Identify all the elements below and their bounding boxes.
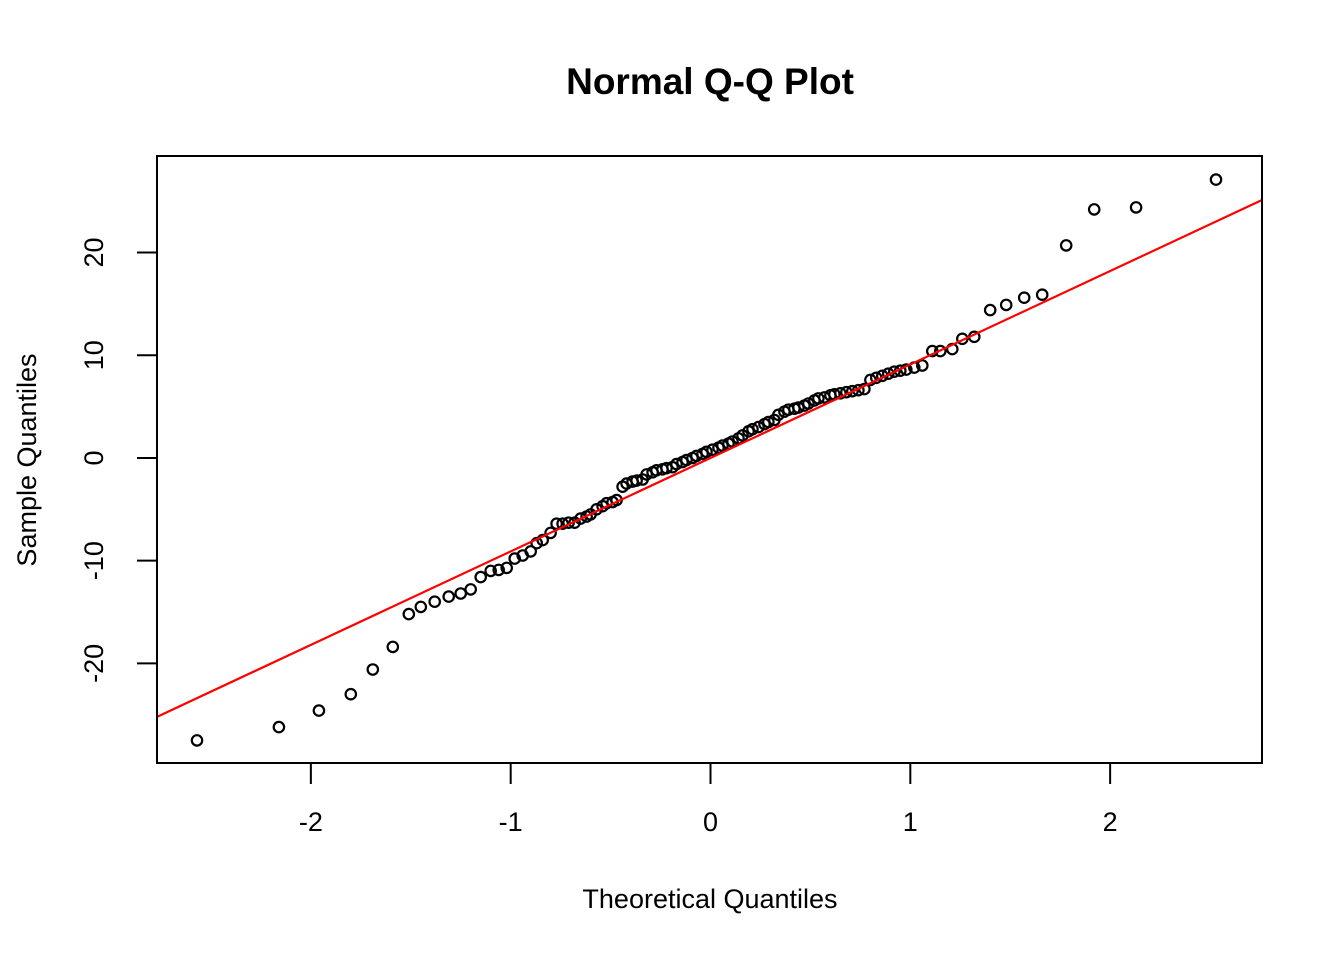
data-point bbox=[530, 536, 543, 550]
data-point bbox=[1059, 239, 1073, 252]
y-tick-label: 0 bbox=[79, 450, 109, 465]
data-point bbox=[680, 453, 693, 467]
data-point bbox=[524, 545, 537, 558]
data-point bbox=[846, 384, 859, 398]
data-point bbox=[1017, 291, 1031, 304]
x-tick-label: -2 bbox=[299, 807, 323, 837]
data-point bbox=[772, 408, 785, 422]
data-point bbox=[706, 443, 719, 456]
data-point bbox=[1035, 288, 1049, 301]
data-point bbox=[508, 552, 521, 565]
qq-reference-line bbox=[156, 199, 1263, 718]
data-point bbox=[492, 563, 505, 577]
data-point bbox=[366, 663, 380, 676]
data-point bbox=[474, 570, 487, 584]
data-point bbox=[983, 303, 997, 317]
data-point bbox=[1209, 173, 1223, 186]
x-tick-label: 2 bbox=[1103, 807, 1118, 837]
data-point bbox=[670, 457, 683, 471]
data-point bbox=[915, 359, 929, 372]
data-point bbox=[1087, 203, 1101, 216]
x-axis-label: Theoretical Quantiles bbox=[582, 884, 837, 914]
y-axis-label: Sample Quantiles bbox=[12, 353, 42, 566]
data-point bbox=[834, 386, 847, 400]
data-point bbox=[312, 704, 326, 717]
data-point bbox=[1129, 201, 1143, 214]
data-point bbox=[716, 439, 729, 452]
data-point bbox=[414, 600, 428, 614]
chart-title: Normal Q-Q Plot bbox=[566, 61, 854, 102]
data-point bbox=[544, 526, 557, 540]
data-point bbox=[442, 590, 455, 603]
y-tick-label: -10 bbox=[79, 541, 109, 580]
x-tick-label: 0 bbox=[703, 807, 718, 837]
data-point bbox=[272, 720, 286, 734]
data-point bbox=[690, 449, 703, 463]
data-point bbox=[792, 401, 805, 414]
x-tick-label: -1 bbox=[499, 807, 523, 837]
x-tick-label: 1 bbox=[903, 807, 918, 837]
data-point bbox=[752, 420, 765, 434]
data-point bbox=[812, 392, 825, 405]
data-point bbox=[887, 365, 901, 378]
data-point bbox=[536, 533, 549, 547]
data-point bbox=[190, 734, 204, 747]
data-point bbox=[344, 687, 358, 701]
data-point bbox=[500, 561, 513, 575]
data-point bbox=[454, 587, 467, 600]
data-point bbox=[762, 415, 775, 429]
y-tick-label: -20 bbox=[79, 644, 109, 683]
data-point bbox=[402, 607, 416, 621]
y-tick-label: 10 bbox=[79, 340, 109, 370]
data-point bbox=[574, 512, 587, 525]
data-point bbox=[464, 583, 477, 596]
data-point bbox=[660, 461, 673, 475]
data-point bbox=[484, 564, 497, 578]
data-point bbox=[700, 445, 713, 459]
data-point bbox=[999, 298, 1013, 312]
data-point bbox=[428, 595, 441, 608]
data-point bbox=[746, 422, 759, 436]
data-point bbox=[630, 474, 643, 487]
plot-border bbox=[156, 155, 1263, 764]
data-point bbox=[933, 344, 947, 358]
data-point bbox=[386, 640, 400, 654]
data-point bbox=[802, 397, 815, 410]
y-tick-label: 20 bbox=[79, 238, 109, 268]
data-point bbox=[881, 367, 895, 380]
